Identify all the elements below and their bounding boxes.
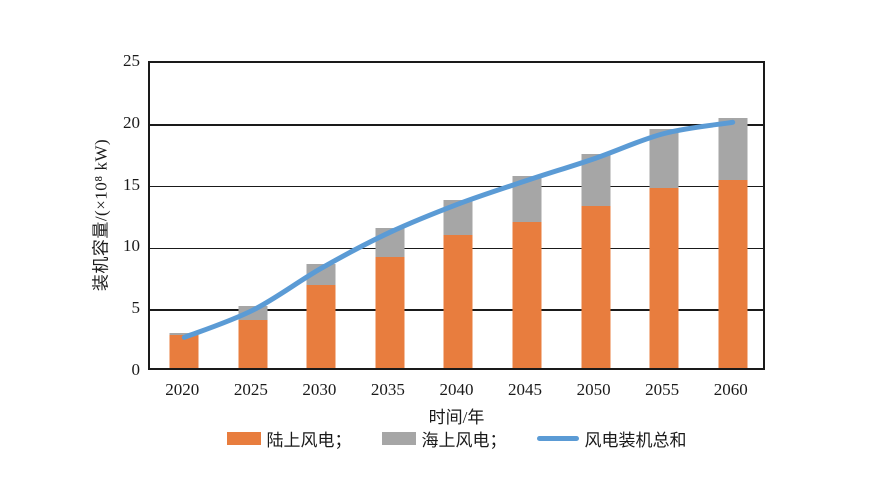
- bar-group-2050: [561, 59, 630, 368]
- total-line: [181, 119, 736, 340]
- chart-legend: 陆上风电； 海上风电； 风电装机总和: [148, 426, 765, 451]
- stacked-bar-2045: [512, 176, 542, 368]
- y-tick-label-20: 20: [123, 112, 140, 132]
- x-tick-label-2035: 2035: [370, 380, 405, 399]
- x-tick-label-2055: 2055: [645, 380, 680, 399]
- stacked-bar-2050: [581, 154, 611, 368]
- offshore-bar-segment: [169, 333, 199, 335]
- x-tick-label-2030: 2030: [302, 380, 337, 399]
- y-tick-label-0: 0: [131, 360, 141, 379]
- x-axis-title: 时间/年: [428, 408, 485, 427]
- x-tick-label-2025: 2025: [233, 380, 268, 399]
- onshore-bar-segment: [718, 180, 748, 368]
- stacked-bar-2025: [238, 306, 268, 368]
- gridline-20: [150, 124, 763, 126]
- legend-label-onshore: 陆上风电；: [266, 430, 352, 450]
- x-axis-tick-labels: 2020 2025 2030 2035 2040 2045 2050 2055 2060: [148, 379, 765, 401]
- onshore-swatch-icon: [226, 431, 261, 445]
- x-tick-label-2040: 2040: [439, 380, 474, 399]
- stacked-bar-2020: [169, 333, 199, 368]
- y-tick-label-5: 5: [131, 298, 141, 318]
- onshore-bar-segment: [512, 222, 542, 368]
- bar-group-2055: [630, 59, 699, 368]
- plot-area: [148, 61, 765, 370]
- offshore-bar-segment: [306, 264, 336, 286]
- bar-group-2060: [698, 59, 767, 368]
- gridline-15: [150, 185, 763, 188]
- bar-group-2030: [287, 59, 356, 368]
- y-tick-label-15: 15: [123, 174, 140, 194]
- legend-label-offshore: 海上风电；: [421, 430, 507, 450]
- stacked-bar-2060: [718, 118, 748, 368]
- onshore-bar-segment: [375, 256, 405, 368]
- offshore-bar-segment: [718, 118, 748, 181]
- offshore-swatch-icon: [381, 431, 416, 445]
- legend-label-total: 风电装机总和: [584, 430, 687, 450]
- x-tick-label-2050: 2050: [576, 380, 611, 399]
- stacked-bar-2030: [306, 264, 336, 368]
- offshore-bar-segment: [238, 306, 268, 320]
- bar-group-2025: [219, 59, 288, 368]
- offshore-bar-segment: [649, 129, 679, 188]
- bar-group-2020: [150, 59, 219, 368]
- x-tick-label-2045: 2045: [508, 380, 543, 399]
- onshore-bar-segment: [169, 334, 199, 368]
- onshore-bar-segment: [238, 319, 268, 368]
- onshore-bar-segment: [443, 234, 473, 368]
- onshore-bar-segment: [649, 187, 679, 368]
- legend-item-onshore: 陆上风电；: [226, 426, 352, 451]
- x-tick-label-2020: 2020: [165, 380, 200, 399]
- onshore-bar-segment: [306, 285, 336, 368]
- y-tick-label-10: 10: [123, 236, 140, 256]
- stacked-bar-2055: [649, 129, 679, 368]
- x-tick-label-2060: 2060: [713, 380, 748, 399]
- total-line-swatch-icon: [536, 435, 579, 441]
- bar-group-2045: [493, 59, 562, 368]
- y-tick-label-25: 25: [123, 51, 140, 70]
- legend-item-offshore: 海上风电；: [381, 426, 507, 451]
- total-line-layer: [181, 119, 736, 340]
- y-axis-tick-labels: 0 5 10 15 20 25: [0, 51, 141, 379]
- legend-item-total: 风电装机总和: [536, 426, 687, 451]
- onshore-bar-segment: [581, 206, 611, 368]
